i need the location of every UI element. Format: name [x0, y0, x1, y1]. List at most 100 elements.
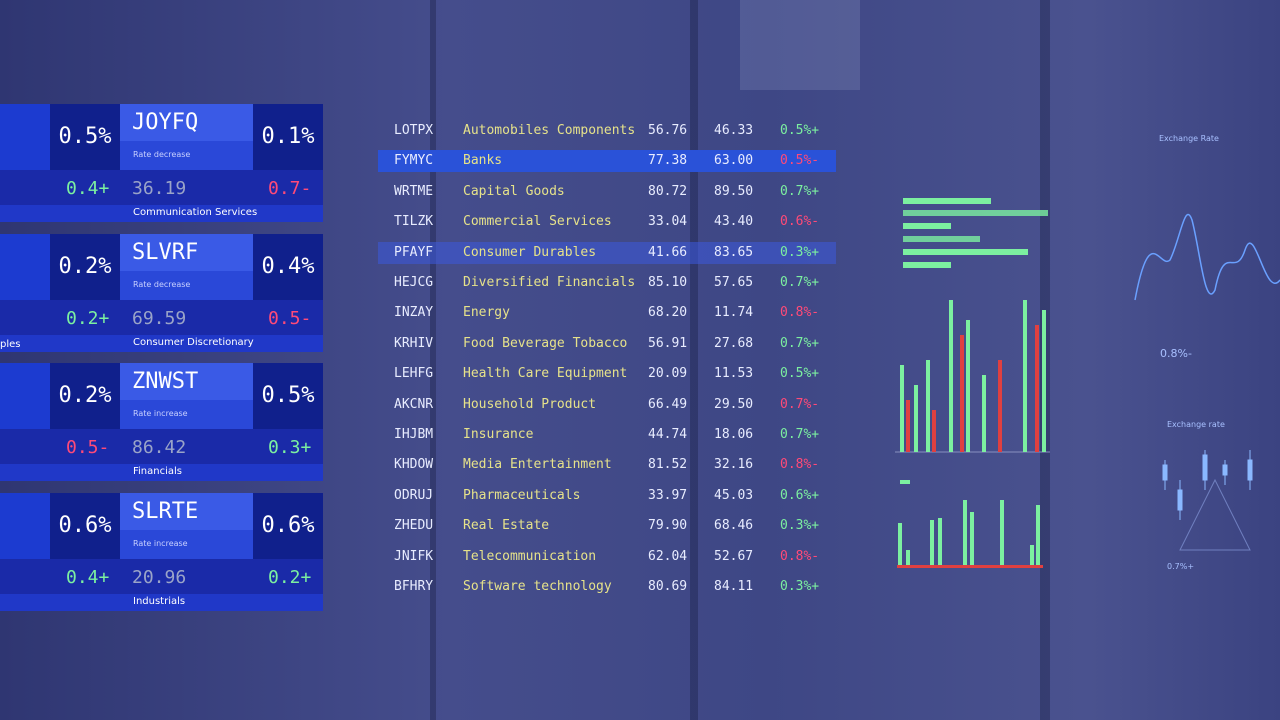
change: 0.6%- [780, 214, 820, 230]
hbar-chart [903, 198, 1048, 268]
rate-note: Rate increase [133, 538, 188, 548]
price-1: 62.04 [648, 548, 688, 564]
price-2: 63.00 [714, 153, 754, 169]
card-values: 0.5- 86.42 0.3+ [0, 429, 323, 465]
triangle-deco [1179, 478, 1251, 551]
sector-name: Capital Goods [463, 183, 565, 199]
widget-change: 0.7%+ [1167, 562, 1195, 571]
table-row: KHDOW Media Entertainment 81.52 32.16 0.8%- [378, 454, 836, 476]
right-pct: 0.5% [261, 383, 315, 409]
price-1: 56.91 [648, 335, 688, 351]
price-2: 43.40 [714, 214, 754, 230]
card-edge [0, 104, 50, 170]
price-1: 85.10 [648, 275, 688, 290]
change: 0.5%- [780, 153, 820, 169]
price-2: 46.33 [714, 123, 754, 138]
price-2: 57.65 [714, 275, 754, 290]
price-1: 44.74 [648, 427, 688, 442]
card-value: 20.96 [132, 566, 187, 588]
ticker: SLRTE [132, 498, 199, 524]
price-1: 77.38 [648, 153, 688, 169]
sector-name: Commercial Services [463, 214, 612, 230]
widget-change: 0.8%- [1160, 347, 1192, 360]
ticker: TILZK [394, 214, 434, 230]
pct-box: 0.2% [50, 363, 120, 430]
table-row: ZHEDU Real Estate 79.90 68.46 0.3%+ [378, 515, 836, 537]
table-row: HEJCG Diversified Financials 85.10 57.65 0.7… [378, 272, 836, 294]
right-pct: 0.4% [261, 253, 315, 279]
price-1: 66.49 [648, 396, 688, 412]
price-2: 11.53 [714, 366, 754, 382]
sector: Communication Services [133, 207, 258, 218]
ticker: ZNWST [132, 369, 199, 395]
sector-name: Health Care Equipment [463, 366, 628, 382]
sector-name: Software technology [463, 579, 612, 594]
ticker-box: SLVRF Rate decrease [120, 233, 253, 300]
sector-name: Insurance [463, 427, 534, 442]
table-row: JNIFK Telecommunication 62.04 52.67 0.8%- [378, 546, 836, 568]
ticker: WRTME [394, 183, 434, 199]
right-change: 0.2+ [268, 566, 312, 588]
card-edge [0, 233, 50, 300]
table-row: IHJBM Insurance 44.74 18.06 0.7%+ [378, 424, 836, 446]
right-change: 0.5- [268, 307, 312, 329]
background-post [690, 0, 698, 720]
card-value: 86.42 [132, 437, 187, 459]
ticker: SLVRF [132, 239, 199, 265]
ticker: AKCNR [394, 396, 434, 412]
ticker: LEHFG [394, 366, 434, 382]
sector: Consumer Discretionary [133, 336, 254, 348]
sector-band [0, 464, 323, 482]
sector: Industrials [133, 595, 186, 607]
sector-name: Energy [463, 305, 510, 321]
rate-note: Rate decrease [133, 150, 191, 159]
sector-band [0, 593, 323, 611]
price-1: 79.90 [648, 518, 688, 534]
pct-box: 0.2% [50, 233, 120, 300]
pct-box: 0.6% [253, 492, 323, 559]
table-row: WRTME Capital Goods 80.72 89.50 0.7%+ [378, 181, 836, 203]
change: 0.7%+ [780, 183, 820, 199]
mini-charts [895, 198, 1050, 568]
sector-name: Household Product [463, 396, 597, 412]
change: 0.5%+ [780, 366, 820, 382]
sector-band [0, 334, 323, 352]
price-1: 33.04 [648, 214, 688, 230]
change: 0.6%+ [780, 487, 820, 503]
sector-name: Real Estate [463, 518, 550, 534]
card-edge [0, 363, 50, 430]
pct-box: 0.5% [50, 104, 120, 170]
left-pct: 0.2% [58, 253, 112, 279]
sector-name: Pharmaceuticals [463, 487, 581, 503]
ticker: INZAY [394, 305, 434, 321]
ticker: LOTPX [394, 123, 434, 138]
table-row: INZAY Energy 68.20 11.74 0.8%- [378, 302, 836, 324]
ticker: HEJCG [394, 275, 434, 290]
ticker: IHJBM [394, 427, 434, 442]
ticker-highlight [120, 492, 253, 530]
pct-box: 0.5% [253, 363, 323, 430]
right-change: 0.7- [268, 178, 312, 199]
table-row: LEHFG Health Care Equipment 20.09 11.53 0.5%… [378, 363, 836, 385]
table-row: BFHRY Software technology 80.69 84.11 0.3%+ [378, 576, 836, 598]
sector-name: Telecommunication [463, 548, 597, 564]
price-2: 11.74 [714, 305, 754, 321]
candle-chart [1162, 450, 1253, 520]
ticker-box: ZNWST Rate increase [120, 363, 253, 430]
left-pct: 0.6% [58, 512, 112, 538]
change: 0.7%+ [780, 275, 820, 290]
vbar-chart-2 [897, 480, 1043, 568]
right-pct: 0.6% [261, 512, 315, 538]
price-1: 80.69 [648, 579, 688, 594]
price-2: 52.67 [714, 548, 754, 564]
sector-name: Consumer Durables [463, 244, 597, 260]
left-change: 0.4+ [66, 178, 110, 199]
price-2: 89.50 [714, 183, 754, 199]
vbar-chart [895, 300, 1050, 453]
cut-label: ples [0, 339, 21, 350]
sector-name: Food Beverage Tobacco [463, 335, 628, 351]
change: 0.7%- [780, 396, 820, 412]
rate-note: Rate decrease [133, 279, 191, 289]
right-change: 0.3+ [268, 437, 312, 459]
widget-title: Exchange rate [1167, 420, 1225, 429]
